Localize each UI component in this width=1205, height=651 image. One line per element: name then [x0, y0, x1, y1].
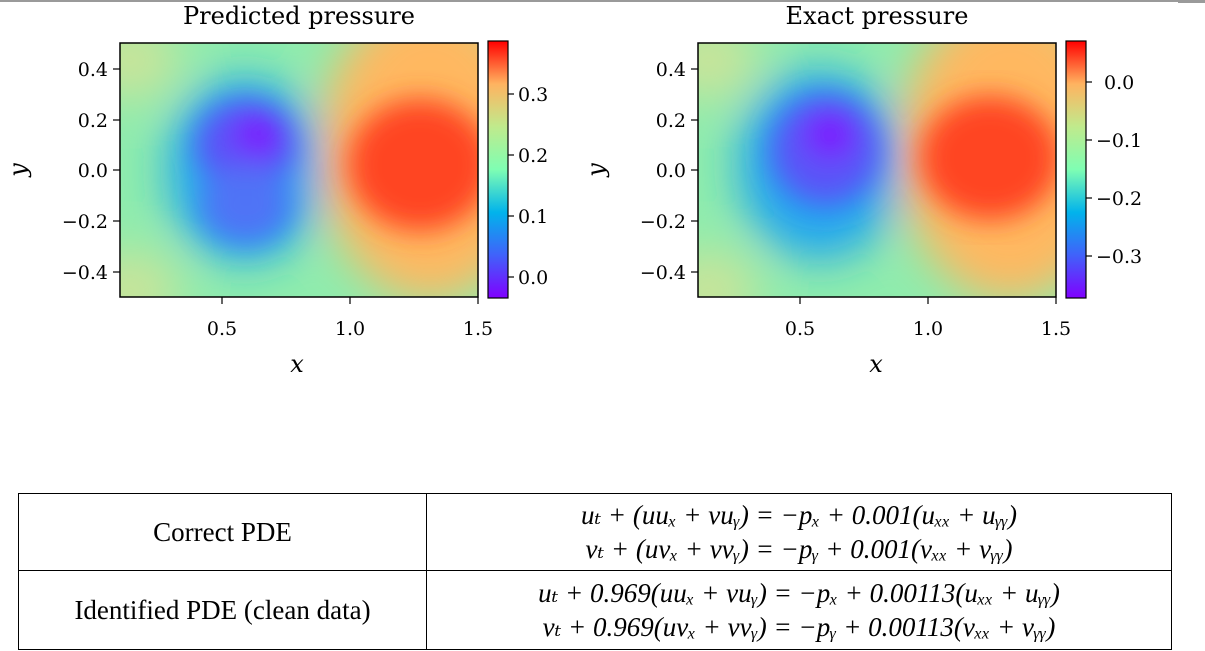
colorbar-tick-label: −0.1 [1096, 130, 1142, 152]
colorbar-tick-label: 0.0 [1104, 72, 1134, 94]
y-tick-label: −0.4 [640, 262, 686, 284]
y-tick-label: 0.4 [656, 59, 686, 81]
heatmap-image [120, 43, 478, 297]
colorbar-tick-label: 0.0 [518, 267, 548, 289]
equation-line: uₜ + (uuₓ + vuᵧ) = −pₓ + 0.001(uₓₓ + uᵧᵧ… [580, 500, 1018, 530]
y-tick-label: 0.2 [656, 110, 686, 132]
y-tick-label: −0.2 [640, 211, 686, 233]
equation-line: vₜ + (uvₓ + vvᵧ) = −pᵧ + 0.001(vₓₓ + vᵧᵧ… [585, 534, 1013, 564]
heatmap-image [698, 43, 1056, 297]
row-label: Correct PDE [18, 493, 427, 571]
y-axis: 0.4 0.2 0.0 −0.2 −0.4 y [582, 59, 698, 284]
colorbar-tick-label: 0.2 [518, 145, 548, 167]
colorbar-tick-label: −0.2 [1096, 188, 1142, 210]
equation-line: vₜ + 0.969(uvₓ + vvᵧ) = −pᵧ + 0.00113(vₓ… [542, 612, 1056, 642]
x-tick-label: 1.0 [335, 318, 365, 340]
colorbar: 0.3 0.2 0.1 0.0 [487, 40, 548, 299]
pde-comparison-table: Correct PDE uₜ + (uuₓ + vuᵧ) = −pₓ + 0.0… [18, 493, 1172, 650]
colorbar-tick-label: 0.1 [518, 206, 548, 228]
y-tick-label: −0.2 [62, 211, 108, 233]
x-axis-label: x [290, 350, 304, 378]
top-rule-right [1178, 2, 1205, 3]
table-row: Correct PDE uₜ + (uuₓ + vuᵧ) = −pₓ + 0.0… [18, 493, 1172, 571]
equation-line: uₜ + 0.969(uuₓ + vuᵧ) = −pₓ + 0.00113(uₓ… [538, 578, 1060, 608]
x-axis-label: x [869, 350, 883, 378]
panel-title: Predicted pressure [183, 2, 415, 30]
colorbar-tick-label: 0.3 [518, 84, 548, 106]
panel-exact: Exact pressure 0.4 0.2 [582, 2, 1142, 378]
y-tick-label: 0.2 [78, 110, 108, 132]
x-tick-label: 1.5 [463, 318, 493, 340]
x-axis: 0.5 1.0 1.5 x [785, 297, 1071, 378]
x-tick-label: 1.0 [913, 318, 943, 340]
y-tick-label: 0.0 [656, 160, 686, 182]
x-axis: 0.5 1.0 1.5 x [207, 297, 493, 378]
table-row: Identified PDE (clean data) uₜ + 0.969(u… [18, 570, 1172, 650]
y-axis-label: y [582, 163, 610, 178]
x-tick-label: 0.5 [207, 318, 237, 340]
y-tick-label: 0.0 [78, 160, 108, 182]
x-tick-label: 1.5 [1041, 318, 1071, 340]
colorbar: 0.0 −0.1 −0.2 −0.3 [1065, 40, 1142, 299]
equation-cell: uₜ + (uuₓ + vuᵧ) = −pₓ + 0.001(uₓₓ + uᵧᵧ… [426, 493, 1172, 571]
y-tick-label: 0.4 [78, 59, 108, 81]
top-rule [0, 0, 1205, 2]
row-label: Identified PDE (clean data) [18, 570, 427, 650]
y-axis: 0.4 0.2 0.0 −0.2 −0.4 y [4, 59, 120, 284]
colorbar-tick-label: −0.3 [1096, 246, 1142, 268]
panel-predicted: Predicted pressure 0.4 [4, 2, 548, 378]
y-tick-label: −0.4 [62, 262, 108, 284]
panel-title: Exact pressure [786, 2, 969, 30]
x-tick-label: 0.5 [785, 318, 815, 340]
y-axis-label: y [4, 163, 32, 178]
equation-cell: uₜ + 0.969(uuₓ + vuᵧ) = −pₓ + 0.00113(uₓ… [426, 570, 1172, 650]
